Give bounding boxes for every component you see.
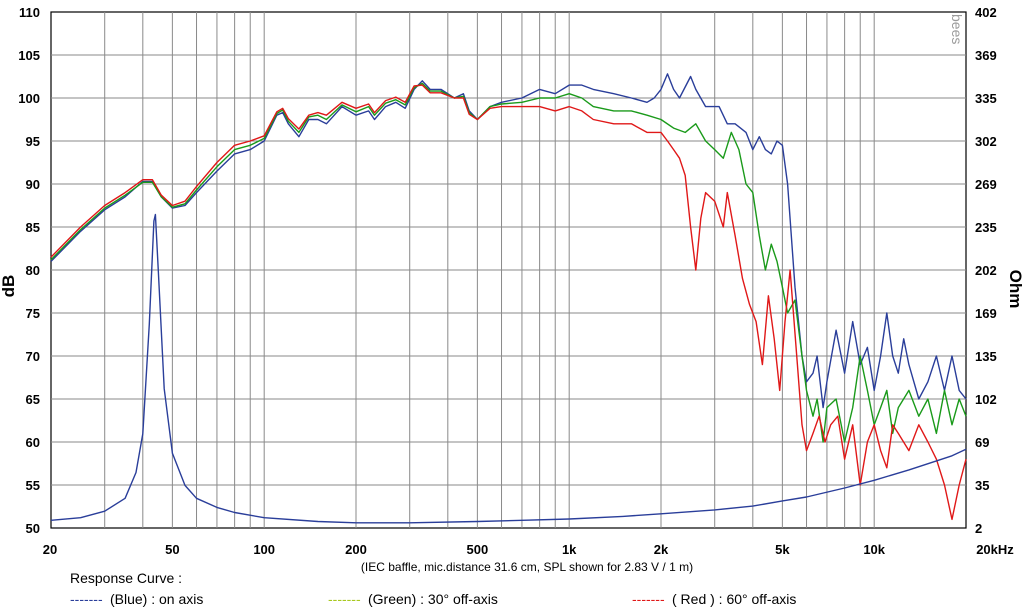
y-tick-label: 90 <box>26 177 40 192</box>
y2-tick-label: 35 <box>975 478 989 493</box>
y2-tick-label: 235 <box>975 220 997 235</box>
grid <box>51 12 966 528</box>
x-tick-label: 20kHz <box>976 542 1014 557</box>
legend-entry-blue-dash: ------- <box>70 591 103 607</box>
x-tick-label: 5k <box>775 542 790 557</box>
x-tick-label: 1k <box>562 542 577 557</box>
y-tick-label: 50 <box>26 521 40 536</box>
y2-tick-label: 402 <box>975 5 997 20</box>
y-tick-label: 85 <box>26 220 40 235</box>
y2-tick-label: 302 <box>975 134 997 149</box>
y-axis-title: dB <box>0 275 18 298</box>
y2-tick-label: 202 <box>975 263 997 278</box>
legend-entry-red-dash: ------- <box>632 591 665 607</box>
y2-tick-label: 269 <box>975 177 997 192</box>
x-tick-label: 2k <box>654 542 669 557</box>
x-tick-label: 10k <box>863 542 885 557</box>
y2-tick-label: 169 <box>975 306 997 321</box>
series-line-0 <box>50 73 967 409</box>
y2-tick-label: 369 <box>975 48 997 63</box>
legend-entry-green-dash: ------- <box>328 591 361 607</box>
watermark: bees <box>949 14 965 44</box>
y2-tick-label: 135 <box>975 349 997 364</box>
y-tick-label: 75 <box>26 306 40 321</box>
measurement-note: (IEC baffle, mic.distance 31.6 cm, SPL s… <box>361 560 693 574</box>
impedance-curve <box>50 213 967 524</box>
y-axis-ticks: 50 55 60 65 70 75 80 85 90 95 100 105 110 <box>18 5 40 536</box>
x-tick-label: 200 <box>345 542 367 557</box>
series-line-1 <box>50 82 967 443</box>
x-tick-label: 20 <box>43 542 57 557</box>
y2-tick-label: 2 <box>975 521 982 536</box>
y-tick-label: 95 <box>26 134 40 149</box>
legend-title: Response Curve : <box>70 570 182 586</box>
y-tick-label: 100 <box>18 91 40 106</box>
legend-entry-green-label: (Green) : 30° off-axis <box>368 591 498 607</box>
x-tick-label: 500 <box>467 542 489 557</box>
y-tick-label: 110 <box>19 5 40 20</box>
series-lines <box>50 73 967 524</box>
y-tick-label: 60 <box>26 435 40 450</box>
y-tick-label: 55 <box>26 478 40 493</box>
y-tick-label: 105 <box>18 48 40 63</box>
series-line-2 <box>50 84 967 521</box>
legend-entry-blue-label: (Blue) : on axis <box>110 591 203 607</box>
y2-tick-label: 69 <box>975 435 989 450</box>
x-tick-label: 50 <box>165 542 179 557</box>
y2-axis-title: Ohm <box>1006 270 1024 309</box>
legend: Response Curve : ------- (Blue) : on axi… <box>70 570 796 607</box>
x-axis-ticks: 20 50 100 200 500 1k 2k 5k 10k 20kHz <box>43 542 1015 557</box>
y-tick-label: 65 <box>26 392 40 407</box>
y-tick-label: 70 <box>26 349 40 364</box>
y-tick-label: 80 <box>26 263 40 278</box>
y2-tick-label: 102 <box>975 392 997 407</box>
legend-entry-red-label: ( Red ) : 60° off-axis <box>672 591 796 607</box>
x-tick-label: 100 <box>253 542 275 557</box>
y2-tick-label: 335 <box>975 91 997 106</box>
